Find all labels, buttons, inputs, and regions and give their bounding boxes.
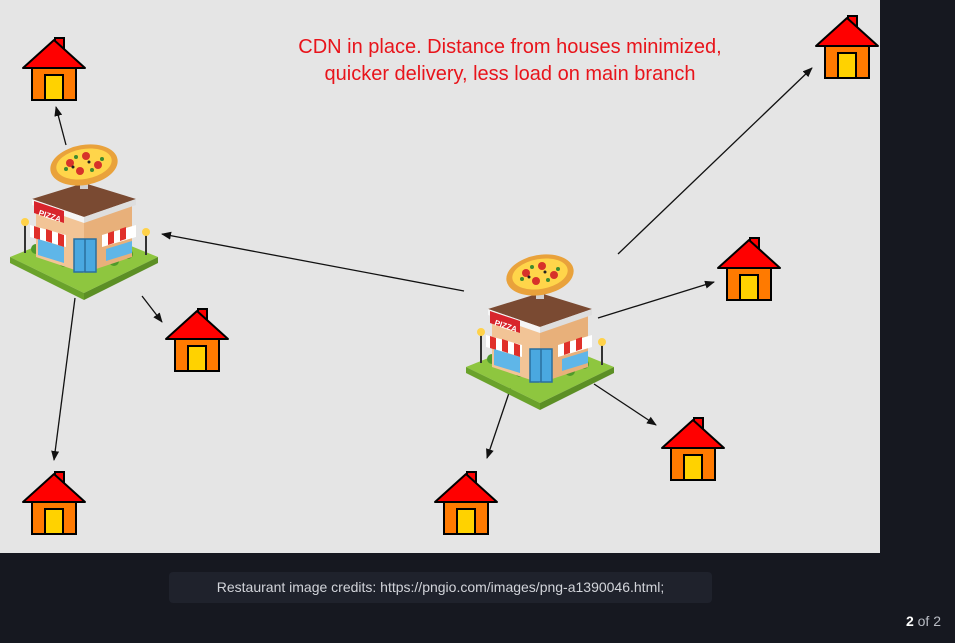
image-caption: Restaurant image credits: https://pngio.… — [169, 572, 712, 603]
house-icon — [717, 237, 781, 301]
arrows — [51, 67, 813, 461]
house-icon — [434, 471, 498, 535]
arrow-restaurant-right-to-house-bottom-right — [593, 383, 657, 426]
diagram: PIZZA — [9, 15, 879, 535]
pager-current: 2 — [905, 613, 914, 629]
arrow-restaurant-right-to-house-right — [597, 280, 715, 319]
slide-pager: 2 of 2 — [906, 613, 941, 629]
slide-headline: CDN in place. Distance from houses minim… — [250, 34, 770, 88]
pizza-restaurant-icon — [9, 138, 159, 301]
house-icon — [22, 37, 86, 101]
slide-canvas: PIZZA — [0, 0, 880, 553]
arrow-restaurant-left-to-house-bottom-left — [51, 297, 76, 461]
house-icon — [661, 417, 725, 481]
pizza-restaurant-icon — [465, 248, 615, 411]
pager-separator: of — [917, 613, 930, 629]
house-icon — [165, 308, 229, 372]
pager-total: 2 — [933, 613, 941, 629]
house-icon — [815, 15, 879, 79]
arrow-restaurant-right-to-restaurant-left — [161, 231, 465, 292]
headline-line-2: quicker delivery, less load on main bran… — [324, 63, 696, 85]
house-icon — [22, 471, 86, 535]
arrow-restaurant-right-to-house-top-right — [617, 67, 813, 255]
arrow-restaurant-right-to-house-bottom-center — [486, 386, 512, 459]
arrow-restaurant-left-to-house-mid — [141, 295, 163, 323]
arrow-restaurant-left-to-house-top-left — [54, 106, 67, 146]
headline-line-1: CDN in place. Distance from houses minim… — [298, 36, 722, 58]
